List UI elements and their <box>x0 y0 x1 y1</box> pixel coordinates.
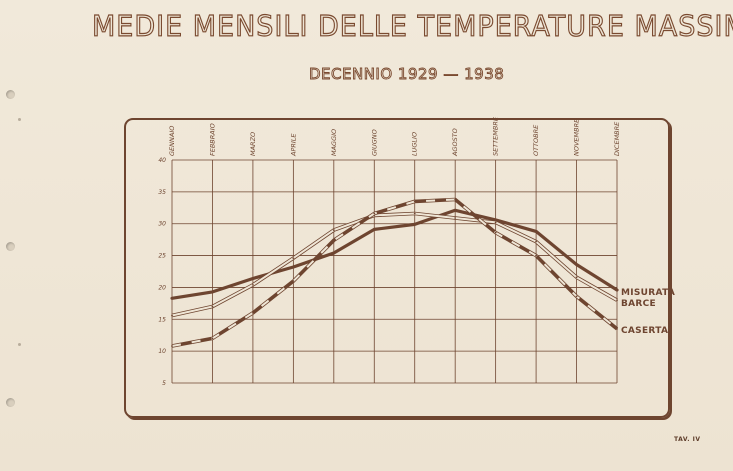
x-tick-label: OTTOBRE <box>532 124 540 156</box>
y-tick-label: 40 <box>158 157 166 164</box>
x-tick-label: FEBBRAIO <box>208 123 216 156</box>
data-point-caserta <box>413 200 416 203</box>
data-point-barce <box>454 217 457 219</box>
y-tick-label: 5 <box>162 380 166 387</box>
data-point-barce <box>616 299 618 302</box>
data-point-caserta <box>332 239 335 242</box>
binder-hole-icon <box>6 90 15 99</box>
data-point-barce <box>332 229 335 231</box>
data-point-caserta <box>292 280 295 282</box>
pin-mark-icon <box>18 343 21 346</box>
data-point-barce <box>211 305 214 308</box>
data-point-caserta <box>252 312 254 314</box>
data-point-caserta <box>494 231 497 234</box>
data-point-caserta <box>454 198 457 201</box>
series-label-misurata: MISURATA <box>621 288 675 298</box>
x-tick-label: SETTEMBRE <box>492 116 500 156</box>
binder-hole-icon <box>6 398 15 407</box>
data-point-misurata <box>252 277 254 280</box>
x-tick-label: APRILE <box>289 133 297 157</box>
y-tick-label: 35 <box>158 189 166 196</box>
data-point-misurata <box>575 263 578 266</box>
plate-label: TAV. IV <box>674 436 701 443</box>
data-point-barce <box>171 314 173 317</box>
series-line-barce <box>171 211 618 318</box>
data-point-barce <box>575 276 578 279</box>
data-point-misurata <box>413 223 416 226</box>
data-point-caserta <box>535 254 537 257</box>
x-tick-label: NOVEMBRE <box>573 118 581 156</box>
page-subtitle: DECENNIO 1929 — 1938 <box>309 65 505 84</box>
pin-mark-icon <box>18 118 21 121</box>
data-point-barce <box>252 283 254 286</box>
x-tick-label: LUGLIO <box>411 132 419 156</box>
data-point-barce <box>413 212 416 215</box>
x-tick-label: DICEMBRE <box>613 121 621 156</box>
x-tick-label: MARZO <box>249 132 257 156</box>
data-point-misurata <box>454 209 457 212</box>
page-title: MEDIE MENSILI DELLE TEMPERATURE MASSIME <box>91 10 733 44</box>
data-point-misurata <box>373 228 376 231</box>
x-tick-label: MAGGIO <box>330 129 338 156</box>
data-point-caserta <box>575 295 578 298</box>
data-point-misurata <box>616 289 618 291</box>
series-line-misurata <box>170 208 619 300</box>
data-point-barce <box>535 240 537 243</box>
series-label-caserta: CASERTA <box>621 326 668 336</box>
series-line-inner-barce <box>171 212 618 317</box>
data-point-misurata <box>171 297 173 300</box>
chart-frame <box>124 118 670 418</box>
series-label-barce: BARCE <box>621 299 656 309</box>
data-point-caserta <box>373 212 376 215</box>
y-tick-label: 20 <box>158 284 166 291</box>
data-point-misurata <box>211 290 214 293</box>
x-tick-label: GENNAIO <box>168 126 176 156</box>
data-point-misurata <box>292 266 295 268</box>
data-point-caserta <box>616 327 618 330</box>
y-tick-label: 15 <box>158 316 166 323</box>
x-tick-label: GIUGNO <box>370 129 378 156</box>
data-point-caserta <box>171 345 173 347</box>
y-tick-label: 30 <box>158 221 166 228</box>
y-tick-label: 25 <box>158 253 166 260</box>
data-point-misurata <box>494 218 497 221</box>
data-point-misurata <box>332 252 335 254</box>
series-line-caserta <box>171 197 619 348</box>
data-point-misurata <box>535 230 537 233</box>
binder-hole-icon <box>6 242 15 251</box>
series-line-dash-caserta <box>171 198 618 347</box>
x-tick-label: AGOSTO <box>451 128 459 157</box>
data-point-barce <box>494 221 497 224</box>
y-tick-label: 10 <box>158 348 166 355</box>
data-point-caserta <box>211 337 214 340</box>
data-point-barce <box>292 257 295 260</box>
